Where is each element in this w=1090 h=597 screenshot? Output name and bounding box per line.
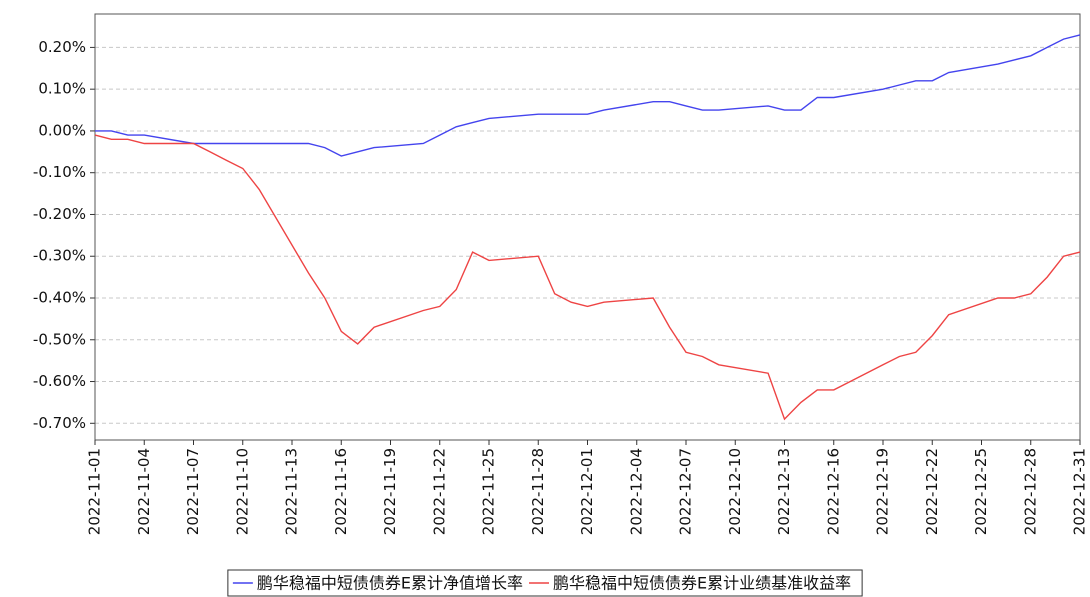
x-tick-label: 2022-12-13	[775, 448, 793, 535]
x-tick-label: 2022-12-04	[627, 448, 645, 535]
x-tick-label: 2022-12-10	[726, 448, 744, 535]
y-tick-label: -0.70%	[33, 414, 86, 432]
legend: 鹏华稳福中短债债券E累计净值增长率 鹏华稳福中短债债券E累计业绩基准收益率	[227, 569, 863, 597]
legend-label: 鹏华稳福中短债债券E累计净值增长率	[257, 574, 523, 593]
x-tick-label: 2022-11-04	[135, 448, 153, 535]
x-tick-label: 2022-11-22	[430, 448, 448, 535]
x-tick-label: 2022-11-01	[86, 448, 104, 535]
x-tick-label: 2022-12-01	[578, 448, 596, 535]
y-tick-label: -0.40%	[33, 289, 86, 307]
x-tick-label: 2022-12-25	[972, 448, 990, 535]
y-tick-label: -0.30%	[33, 247, 86, 265]
y-tick-label: 0.10%	[38, 80, 86, 98]
x-tick-label: 2022-12-28	[1021, 448, 1039, 535]
legend-label: 鹏华稳福中短债债券E累计业绩基准收益率	[553, 574, 851, 593]
y-tick-label: -0.60%	[33, 372, 86, 390]
x-tick-label: 2022-11-16	[332, 448, 350, 535]
x-tick-label: 2022-11-19	[381, 448, 399, 535]
x-tick-label: 2022-12-22	[923, 448, 941, 535]
y-tick-label: 0.20%	[38, 38, 86, 56]
x-tick-label: 2022-12-31	[1071, 448, 1089, 535]
x-tick-label: 2022-11-28	[529, 448, 547, 535]
y-tick-label: -0.10%	[33, 163, 86, 181]
x-tick-label: 2022-12-16	[824, 448, 842, 535]
x-tick-label: 2022-11-07	[184, 448, 202, 535]
series-line	[94, 134, 1081, 421]
plot-frame	[94, 13, 1081, 441]
y-tick-label: -0.20%	[33, 205, 86, 223]
x-tick-label: 2022-12-19	[874, 448, 892, 535]
series-line	[95, 34, 1081, 157]
x-tick-label: 2022-12-07	[677, 448, 695, 535]
x-tick-label: 2022-11-13	[283, 448, 301, 535]
x-tick-label: 2022-11-25	[480, 448, 498, 535]
x-tick-label: 2022-11-10	[233, 448, 251, 535]
y-tick-label: -0.50%	[33, 330, 86, 348]
legend-box	[227, 569, 863, 597]
y-tick-label: 0.00%	[38, 121, 86, 139]
